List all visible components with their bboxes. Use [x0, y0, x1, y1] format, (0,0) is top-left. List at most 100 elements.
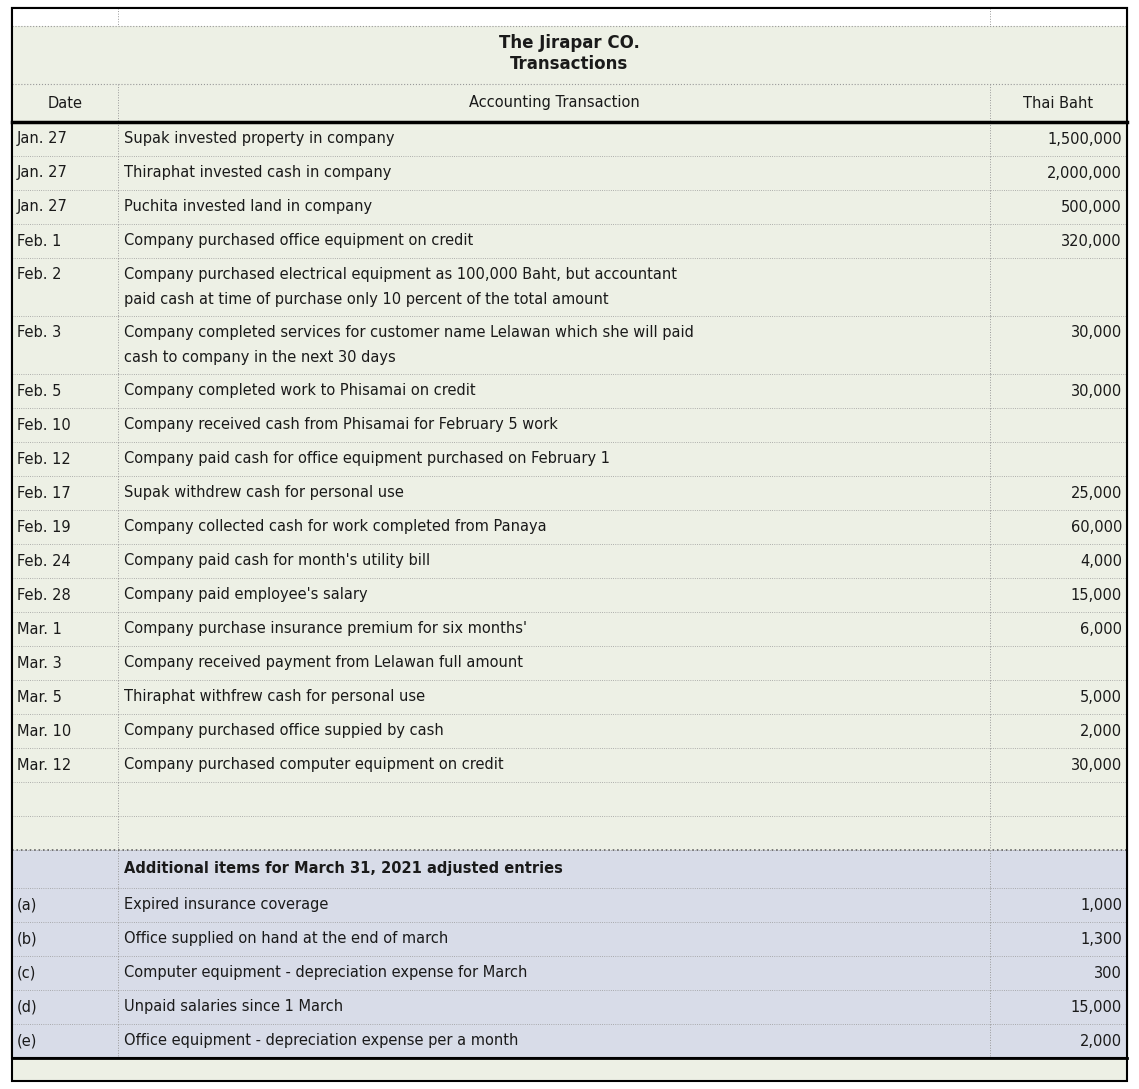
Text: 2,000: 2,000: [1080, 723, 1122, 738]
Text: Company purchased office suppied by cash: Company purchased office suppied by cash: [124, 723, 444, 738]
Text: Thiraphat withfrew cash for personal use: Thiraphat withfrew cash for personal use: [124, 689, 425, 705]
Text: Puchita invested land in company: Puchita invested land in company: [124, 199, 372, 215]
Text: Feb. 17: Feb. 17: [17, 486, 71, 501]
Bar: [13, 374, 1126, 408]
Text: Company paid employee's salary: Company paid employee's salary: [124, 587, 368, 602]
Text: (b): (b): [17, 931, 38, 946]
Bar: [13, 922, 1126, 956]
Text: (d): (d): [17, 1000, 38, 1015]
Text: Company purchased office equipment on credit: Company purchased office equipment on cr…: [124, 233, 473, 248]
Bar: [13, 612, 1126, 646]
Text: Mar. 5: Mar. 5: [17, 689, 62, 705]
Bar: [13, 408, 1126, 442]
Text: 60,000: 60,000: [1071, 519, 1122, 535]
Text: Accounting Transaction: Accounting Transaction: [468, 96, 639, 110]
Text: Feb. 10: Feb. 10: [17, 417, 71, 432]
Bar: [13, 680, 1126, 714]
Text: Date: Date: [48, 96, 82, 110]
Bar: [13, 782, 1126, 816]
Bar: [13, 316, 1126, 374]
Bar: [13, 646, 1126, 680]
Text: 30,000: 30,000: [1071, 325, 1122, 340]
Bar: [13, 544, 1126, 578]
Text: (e): (e): [17, 1033, 38, 1049]
Text: paid cash at time of purchase only 10 percent of the total amount: paid cash at time of purchase only 10 pe…: [124, 292, 608, 307]
Text: Company completed work to Phisamai on credit: Company completed work to Phisamai on cr…: [124, 383, 476, 399]
Text: Company completed services for customer name Lelawan which she will paid: Company completed services for customer …: [124, 325, 694, 340]
Text: 500,000: 500,000: [1062, 199, 1122, 215]
Bar: [13, 748, 1126, 782]
Bar: [13, 189, 1126, 224]
Text: Feb. 28: Feb. 28: [17, 587, 71, 602]
Text: Feb. 1: Feb. 1: [17, 233, 62, 248]
Bar: [13, 8, 1126, 26]
Bar: [13, 510, 1126, 544]
Bar: [13, 851, 1126, 888]
Text: Thai Baht: Thai Baht: [1024, 96, 1093, 110]
Text: Thiraphat invested cash in company: Thiraphat invested cash in company: [124, 166, 392, 181]
Text: Company purchased electrical equipment as 100,000 Baht, but accountant: Company purchased electrical equipment a…: [124, 267, 677, 282]
Text: Company received cash from Phisamai for February 5 work: Company received cash from Phisamai for …: [124, 417, 558, 432]
Bar: [13, 122, 1126, 156]
Bar: [13, 578, 1126, 612]
Text: 320,000: 320,000: [1062, 233, 1122, 248]
Text: 4,000: 4,000: [1080, 553, 1122, 568]
Text: 5,000: 5,000: [1080, 689, 1122, 705]
Text: 1,500,000: 1,500,000: [1048, 132, 1122, 147]
Bar: [13, 224, 1126, 258]
Text: Jan. 27: Jan. 27: [17, 132, 68, 147]
Bar: [13, 816, 1126, 851]
Text: Feb. 19: Feb. 19: [17, 519, 71, 535]
Text: Feb. 2: Feb. 2: [17, 267, 62, 282]
Text: Supak invested property in company: Supak invested property in company: [124, 132, 394, 147]
Text: Company received payment from Lelawan full amount: Company received payment from Lelawan fu…: [124, 656, 523, 671]
Text: cash to company in the next 30 days: cash to company in the next 30 days: [124, 351, 395, 365]
Text: Jan. 27: Jan. 27: [17, 166, 68, 181]
Bar: [13, 258, 1126, 316]
Bar: [13, 26, 1126, 84]
Text: 30,000: 30,000: [1071, 758, 1122, 772]
Text: Mar. 12: Mar. 12: [17, 758, 72, 772]
Text: Transactions: Transactions: [510, 56, 629, 73]
Bar: [13, 714, 1126, 748]
Text: Feb. 3: Feb. 3: [17, 325, 62, 340]
Text: Expired insurance coverage: Expired insurance coverage: [124, 897, 328, 913]
Text: Additional items for March 31, 2021 adjusted entries: Additional items for March 31, 2021 adju…: [124, 861, 563, 877]
Text: Computer equipment - depreciation expense for March: Computer equipment - depreciation expens…: [124, 966, 527, 980]
Text: 15,000: 15,000: [1071, 1000, 1122, 1015]
Text: 15,000: 15,000: [1071, 587, 1122, 602]
Text: 6,000: 6,000: [1080, 622, 1122, 636]
Text: 25,000: 25,000: [1071, 486, 1122, 501]
Bar: [13, 888, 1126, 922]
Text: Office supplied on hand at the end of march: Office supplied on hand at the end of ma…: [124, 931, 449, 946]
Text: Company collected cash for work completed from Panaya: Company collected cash for work complete…: [124, 519, 547, 535]
Text: 2,000: 2,000: [1080, 1033, 1122, 1049]
Bar: [13, 1024, 1126, 1059]
Bar: [13, 956, 1126, 990]
Text: Company paid cash for month's utility bill: Company paid cash for month's utility bi…: [124, 553, 431, 568]
Text: Mar. 3: Mar. 3: [17, 656, 62, 671]
Text: (c): (c): [17, 966, 36, 980]
Text: Feb. 5: Feb. 5: [17, 383, 62, 399]
Text: Company purchased computer equipment on credit: Company purchased computer equipment on …: [124, 758, 503, 772]
Text: (a): (a): [17, 897, 38, 913]
Text: Feb. 24: Feb. 24: [17, 553, 71, 568]
Bar: [13, 156, 1126, 189]
Text: Company purchase insurance premium for six months': Company purchase insurance premium for s…: [124, 622, 527, 636]
Bar: [13, 84, 1126, 122]
Text: 2,000,000: 2,000,000: [1047, 166, 1122, 181]
Text: Office equipment - depreciation expense per a month: Office equipment - depreciation expense …: [124, 1033, 518, 1049]
Text: 1,000: 1,000: [1080, 897, 1122, 913]
Text: Supak withdrew cash for personal use: Supak withdrew cash for personal use: [124, 486, 404, 501]
Text: 300: 300: [1095, 966, 1122, 980]
Text: Jan. 27: Jan. 27: [17, 199, 68, 215]
Bar: [13, 476, 1126, 510]
Text: Feb. 12: Feb. 12: [17, 452, 71, 466]
Text: Mar. 1: Mar. 1: [17, 622, 62, 636]
Text: The Jirapar CO.: The Jirapar CO.: [499, 34, 640, 52]
Text: Company paid cash for office equipment purchased on February 1: Company paid cash for office equipment p…: [124, 452, 611, 466]
Bar: [13, 442, 1126, 476]
Bar: [13, 990, 1126, 1024]
Text: 30,000: 30,000: [1071, 383, 1122, 399]
Text: Mar. 10: Mar. 10: [17, 723, 72, 738]
